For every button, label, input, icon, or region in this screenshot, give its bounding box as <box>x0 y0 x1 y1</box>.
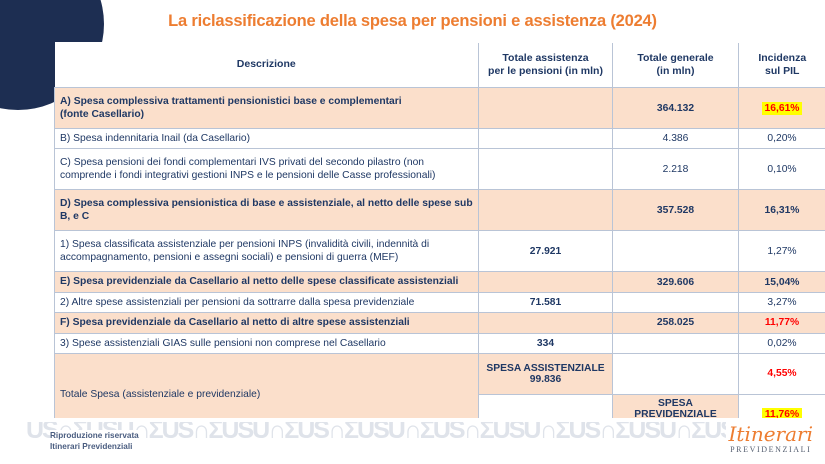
copyright-notice: Riproduzione riservata Itinerari Previde… <box>50 430 143 454</box>
cell-assistenza: 71.581 <box>478 291 613 314</box>
logo-wordmark: Itinerari <box>728 422 814 446</box>
header-line-1: Incidenza <box>758 51 807 64</box>
data-table: Descrizione Totale assistenza per le pen… <box>54 42 825 436</box>
cell-spesa-assistenziale: SPESA ASSISTENZIALE 99.836 <box>478 352 613 395</box>
cell-generale <box>612 230 739 273</box>
cell-assistenza <box>478 127 613 150</box>
desc-line-1: C) Spesa pensioni dei fondi complementar… <box>60 157 425 168</box>
cell-pil: 3,27% <box>738 291 825 314</box>
spending-reclassification-table: Descrizione Totale assistenza per le pen… <box>54 42 825 436</box>
column-header-totale-generale: Totale generale (in mln) <box>612 42 739 88</box>
column-header-incidenza-pil: Incidenza sul PIL <box>738 42 825 88</box>
row-description: F) Spesa previdenziale da Casellario al … <box>54 312 479 334</box>
header-line-2: sul PIL <box>765 65 800 77</box>
cell-generale: 4.386 <box>612 127 739 150</box>
cell-generale-empty <box>612 352 739 395</box>
cell-generale: 2.218 <box>612 148 739 191</box>
row-description: 2) Altre spese assistenziali per pension… <box>54 291 479 314</box>
cell-assistenza <box>478 189 613 232</box>
desc-line-2: comprende i fondi integrativi gestioni I… <box>60 170 436 182</box>
column-header-totale-assistenza: Totale assistenza per le pensioni (in ml… <box>478 42 613 88</box>
cell-pil-assistenziale: 4,55% <box>738 352 825 395</box>
header-line-1: Totale assistenza <box>502 51 589 64</box>
cell-generale: 364.132 <box>612 87 739 129</box>
desc-line-1: D) Spesa complessiva pensionistica di ba… <box>60 198 473 209</box>
cell-pil: 0,10% <box>738 148 825 191</box>
table-row: A) Spesa complessiva trattamenti pension… <box>54 87 825 129</box>
copyright-line-1: Riproduzione riservata <box>50 431 139 440</box>
table-row: 3) Spese assistenziali GIAS sulle pensio… <box>54 332 825 354</box>
desc-line-1: A) Spesa complessiva trattamenti pension… <box>60 95 402 107</box>
spesa-assistenziale-label: SPESA ASSISTENZIALE <box>486 362 605 374</box>
column-header-descrizione: Descrizione <box>54 42 479 88</box>
cell-generale <box>612 332 739 354</box>
header-line-1: Totale generale <box>637 51 714 64</box>
cell-pil: 16,31% <box>738 189 825 232</box>
cell-pil: 0,02% <box>738 332 825 354</box>
spesa-assistenziale-value: 99.836 <box>529 373 562 385</box>
row-description: E) Spesa previdenziale da Casellario al … <box>54 271 479 293</box>
header-line-2: per le pensioni (in mln) <box>488 65 603 77</box>
row-description: 3) Spese assistenziali GIAS sulle pensio… <box>54 332 479 354</box>
table-row: D) Spesa complessiva pensionistica di ba… <box>54 189 825 232</box>
footer: US∩ΣUSU∩ΣUS∩ΣUSU∩ΣUS∩ΣUSU∩ΣUS∩ΣUSU∩ΣUS∩Σ… <box>0 418 825 464</box>
spesa-previdenziale-label-1: SPESA <box>658 398 693 410</box>
table-row: C) Spesa pensioni dei fondi complementar… <box>54 148 825 191</box>
highlighted-value: 16,61% <box>761 101 803 115</box>
cell-assistenza: 334 <box>478 332 613 354</box>
row-description: D) Spesa complessiva pensionistica di ba… <box>54 189 479 232</box>
table-row: E) Spesa previdenziale da Casellario al … <box>54 271 825 293</box>
cell-pil: 15,04% <box>738 271 825 293</box>
table-row: F) Spesa previdenziale da Casellario al … <box>54 312 825 334</box>
table-row: B) Spesa indennitaria Inail (da Casellar… <box>54 127 825 150</box>
table-row: 2) Altre spese assistenziali per pension… <box>54 291 825 314</box>
spesa-previdenziale-label-2: PREVIDENZIALE <box>634 409 717 421</box>
desc-line-2: accompagnamento, pensioni e assegni soci… <box>60 252 399 264</box>
desc-line-2: (fonte Casellario) <box>60 109 145 120</box>
cell-pil: 11,77% <box>738 312 825 334</box>
itinerari-previdenziali-logo: Itinerari PREVIDENZIALI <box>729 424 814 454</box>
desc-line-1: 1) Spesa classificata assistenziale per … <box>60 239 430 250</box>
cell-generale <box>612 291 739 314</box>
cell-assistenza <box>478 148 613 191</box>
logo-subtitle: PREVIDENZIALI <box>730 445 812 454</box>
table-header-row: Descrizione Totale assistenza per le pen… <box>54 42 825 88</box>
cell-pil: 0,20% <box>738 127 825 150</box>
table-row: 1) Spesa classificata assistenziale per … <box>54 230 825 273</box>
cell-assistenza: 27.921 <box>478 230 613 273</box>
cell-assistenza <box>478 271 613 293</box>
page-title: La riclassificazione della spesa per pen… <box>168 12 657 30</box>
row-description: C) Spesa pensioni dei fondi complementar… <box>54 148 479 191</box>
cell-generale: 258.025 <box>612 312 739 334</box>
cell-pil: 1,27% <box>738 230 825 273</box>
header-line-2: (in mln) <box>656 65 695 77</box>
decorative-pattern: US∩ΣUSU∩ΣUS∩ΣUSU∩ΣUS∩ΣUSU∩ΣUS∩ΣUSU∩ΣUS∩Σ… <box>26 422 726 444</box>
cell-generale: 329.606 <box>612 271 739 293</box>
cell-generale: 357.528 <box>612 189 739 232</box>
desc-line-2: B, e C <box>60 211 90 223</box>
copyright-line-2: Itinerari Previdenziali <box>50 441 133 451</box>
cell-assistenza <box>478 87 613 129</box>
row-description: A) Spesa complessiva trattamenti pension… <box>54 87 479 129</box>
cell-pil: 16,61% <box>738 87 825 129</box>
cell-assistenza <box>478 312 613 334</box>
row-description: 1) Spesa classificata assistenziale per … <box>54 230 479 273</box>
row-description: B) Spesa indennitaria Inail (da Casellar… <box>54 127 479 150</box>
total-row-assistenziale: Totale Spesa (assistenziale e previdenzi… <box>54 352 825 436</box>
